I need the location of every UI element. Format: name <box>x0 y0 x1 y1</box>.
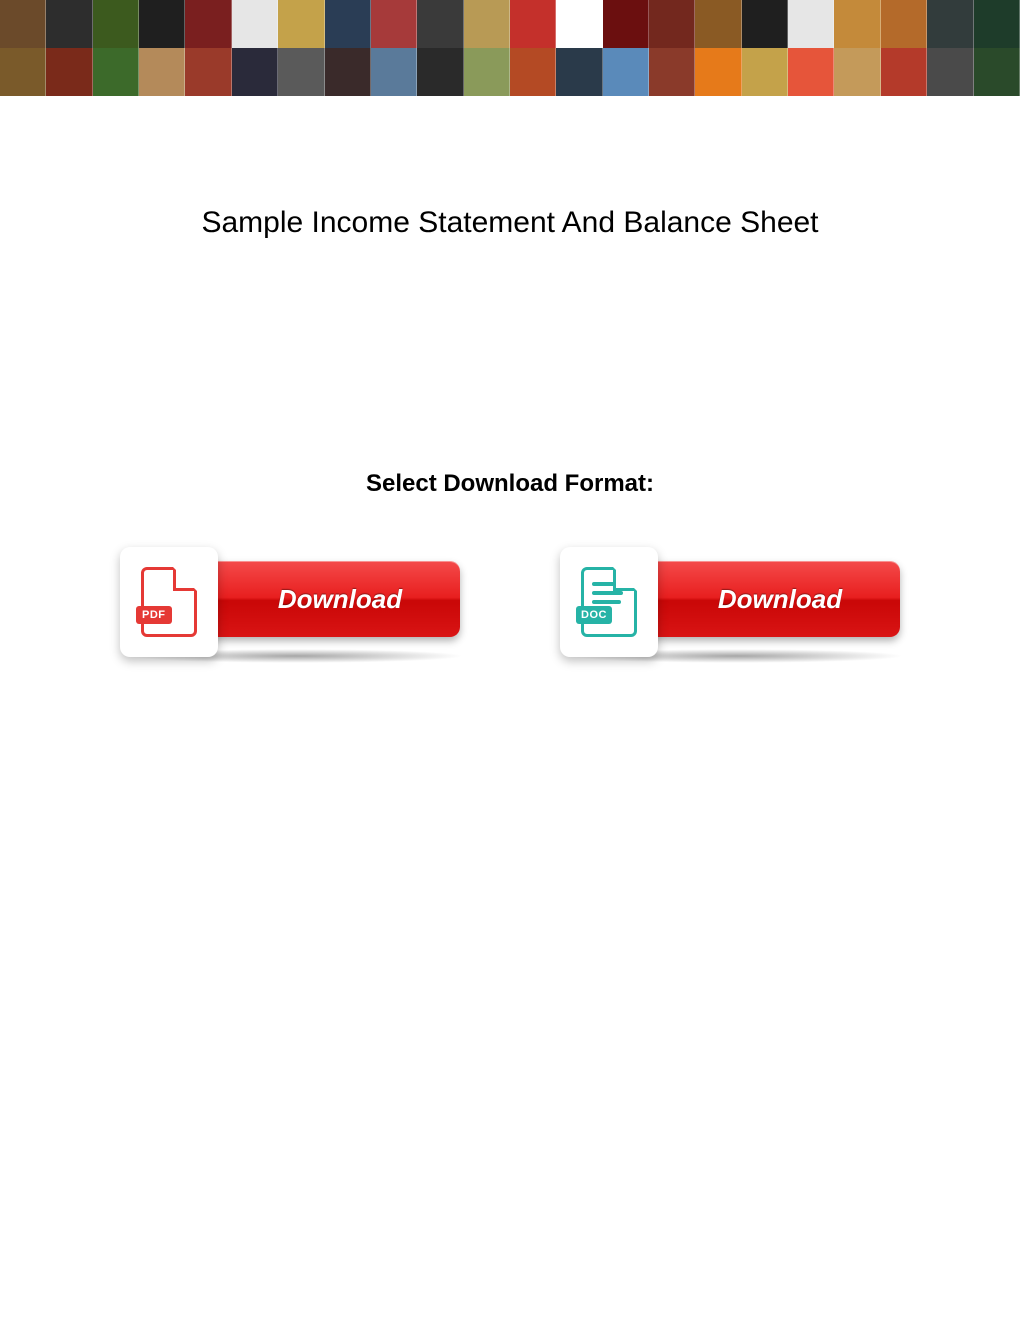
banner-thumb <box>927 48 973 96</box>
banner-thumb <box>927 0 973 48</box>
banner-thumb <box>325 0 371 48</box>
doc-tag-label: DOC <box>576 606 612 624</box>
banner-thumb <box>510 48 556 96</box>
banner-thumb <box>232 0 278 48</box>
banner-thumb <box>788 48 834 96</box>
doc-file-icon: DOC <box>581 567 637 637</box>
banner-thumb <box>464 0 510 48</box>
banner-thumb <box>0 0 46 48</box>
page-title: Sample Income Statement And Balance Shee… <box>0 206 1020 240</box>
pdf-badge: PDF <box>120 547 218 657</box>
banner-thumb <box>464 48 510 96</box>
banner-thumb <box>93 0 139 48</box>
banner-thumb <box>278 48 324 96</box>
banner-thumb <box>93 48 139 96</box>
banner-thumb <box>371 0 417 48</box>
banner-thumb <box>603 48 649 96</box>
banner-thumb <box>881 48 927 96</box>
banner-thumb <box>417 0 463 48</box>
doc-lines-icon <box>592 582 626 604</box>
banner-thumb <box>139 48 185 96</box>
download-buttons-row: PDF Download DOC Download <box>0 553 1020 653</box>
banner-thumb <box>185 48 231 96</box>
banner-thumb <box>278 0 324 48</box>
banner-thumb <box>185 0 231 48</box>
download-pdf-label: Download <box>278 584 402 615</box>
banner-thumb <box>649 48 695 96</box>
banner-thumb <box>417 48 463 96</box>
pdf-tag-label: PDF <box>136 606 172 624</box>
download-pdf-wrap: PDF Download <box>120 553 460 653</box>
banner-row <box>0 48 1020 96</box>
banner-thumb <box>510 0 556 48</box>
banner-thumb <box>649 0 695 48</box>
banner-thumb <box>139 0 185 48</box>
banner-thumb <box>695 48 741 96</box>
banner-thumb <box>371 48 417 96</box>
banner-thumb <box>556 0 602 48</box>
banner-row <box>0 0 1020 48</box>
thumbnail-banner <box>0 0 1020 96</box>
banner-thumb <box>881 0 927 48</box>
banner-thumb <box>788 0 834 48</box>
banner-thumb <box>974 48 1020 96</box>
format-label: Select Download Format: <box>0 470 1020 498</box>
banner-thumb <box>46 48 92 96</box>
banner-thumb <box>325 48 371 96</box>
banner-thumb <box>742 48 788 96</box>
download-pdf-button[interactable]: Download <box>180 561 460 637</box>
banner-thumb <box>0 48 46 96</box>
pdf-file-icon: PDF <box>141 567 197 637</box>
banner-thumb <box>232 48 278 96</box>
download-doc-label: Download <box>718 584 842 615</box>
banner-thumb <box>46 0 92 48</box>
doc-badge: DOC <box>560 547 658 657</box>
banner-thumb <box>974 0 1020 48</box>
banner-thumb <box>556 48 602 96</box>
banner-thumb <box>695 0 741 48</box>
download-doc-wrap: DOC Download <box>560 553 900 653</box>
banner-thumb <box>834 48 880 96</box>
download-doc-button[interactable]: Download <box>620 561 900 637</box>
banner-thumb <box>742 0 788 48</box>
banner-thumb <box>603 0 649 48</box>
banner-thumb <box>834 0 880 48</box>
